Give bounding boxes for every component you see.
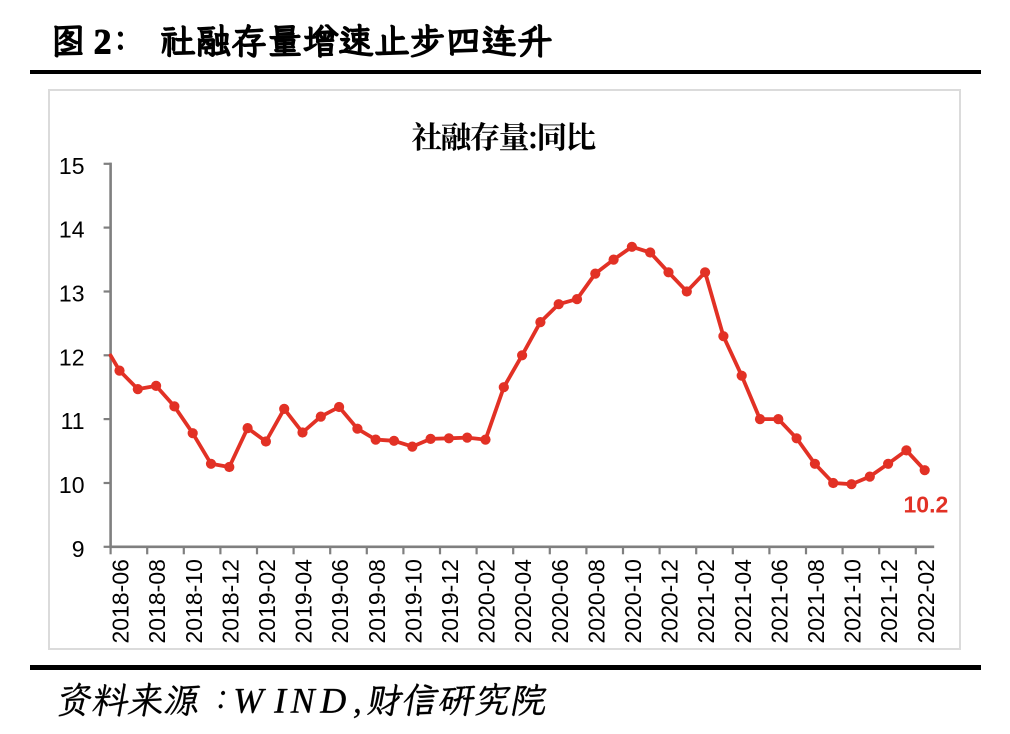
svg-text:14: 14: [59, 217, 85, 243]
svg-text:2018-06: 2018-06: [108, 559, 134, 643]
svg-text:2018-12: 2018-12: [217, 559, 243, 643]
svg-text:2018-08: 2018-08: [144, 559, 170, 643]
svg-text:9: 9: [72, 536, 85, 562]
svg-text:2018-10: 2018-10: [181, 559, 207, 643]
svg-text:2020-10: 2020-10: [620, 559, 646, 643]
svg-text:12: 12: [59, 344, 85, 370]
svg-text:2021-12: 2021-12: [876, 559, 902, 643]
svg-text:2019-10: 2019-10: [400, 559, 426, 643]
svg-text:2019-12: 2019-12: [437, 559, 463, 643]
svg-text:2019-02: 2019-02: [254, 559, 280, 643]
svg-text:2020-06: 2020-06: [547, 559, 573, 643]
svg-text:2021-04: 2021-04: [730, 559, 756, 644]
svg-text:2021-06: 2021-06: [766, 559, 792, 643]
svg-text:10: 10: [59, 472, 85, 498]
svg-text:2022-02: 2022-02: [913, 559, 939, 643]
svg-text:2019-06: 2019-06: [327, 559, 353, 643]
svg-text:10.2: 10.2: [904, 492, 949, 518]
svg-text:2019-04: 2019-04: [291, 559, 317, 644]
svg-text:2019-08: 2019-08: [364, 559, 390, 643]
svg-text:2021-10: 2021-10: [840, 559, 866, 643]
svg-text:13: 13: [59, 281, 85, 307]
svg-text:15: 15: [59, 153, 85, 179]
svg-text:2020-12: 2020-12: [657, 559, 683, 643]
svg-text:2021-08: 2021-08: [803, 559, 829, 643]
svg-text:2020-02: 2020-02: [474, 559, 500, 643]
svg-text:11: 11: [61, 408, 85, 434]
svg-text:2020-08: 2020-08: [583, 559, 609, 643]
svg-text:2021-02: 2021-02: [693, 559, 719, 643]
svg-text:2020-04: 2020-04: [510, 559, 536, 644]
